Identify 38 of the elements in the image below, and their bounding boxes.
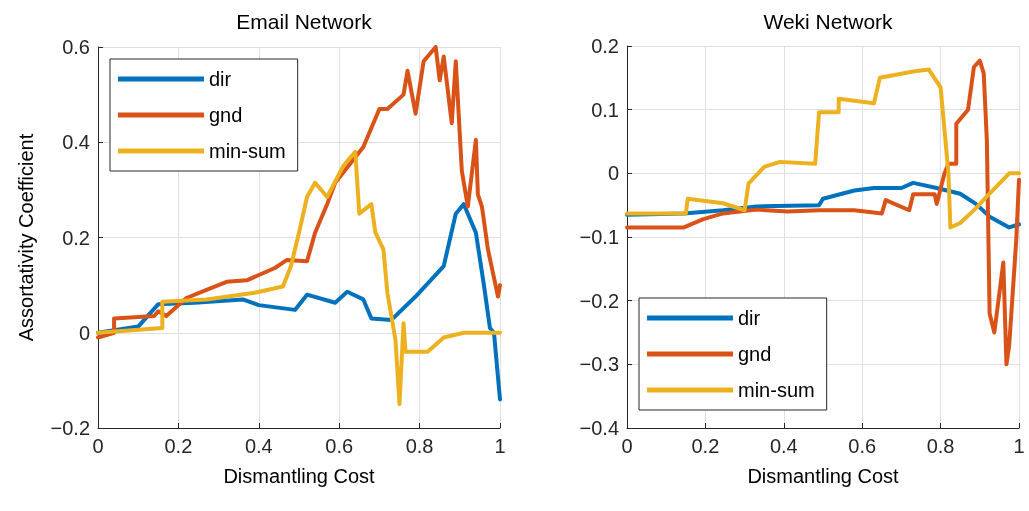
x-tick-label: 0 xyxy=(92,435,104,457)
y-tick-label: 0 xyxy=(607,162,619,185)
legend-label: gnd xyxy=(738,343,772,365)
line-series xyxy=(96,202,502,402)
legend-label: dir xyxy=(738,307,761,329)
y-tick-label: −0.2 xyxy=(579,289,619,312)
x-tick-label: 0.6 xyxy=(325,435,354,457)
x-tick-label: 0.6 xyxy=(848,435,877,457)
y-axis-title: Assortativity Coefficient xyxy=(15,133,37,342)
y-tick-label: 0.1 xyxy=(591,98,619,121)
x-tick-label: 0.2 xyxy=(164,435,193,457)
x-tick-label: 0.2 xyxy=(691,435,720,457)
y-tick-label: 0.2 xyxy=(591,35,619,57)
legend-label: dir xyxy=(209,68,232,90)
line-series xyxy=(625,58,1021,367)
x-axis-title: Dismantling Cost xyxy=(223,465,376,487)
x-tick-label: 0.4 xyxy=(244,435,273,457)
y-tick-label: 0.6 xyxy=(62,36,90,58)
chart-title: Email Network xyxy=(236,10,373,33)
y-tick-label: −0.2 xyxy=(50,417,90,439)
legend-label: min-sum xyxy=(209,140,286,162)
y-tick-label: 0.4 xyxy=(62,131,90,154)
y-tick-label: −0.3 xyxy=(579,353,619,376)
x-axis-title: Dismantling Cost xyxy=(747,465,900,487)
x-tick-label: 1 xyxy=(494,435,506,457)
y-tick-label: 0 xyxy=(78,321,90,344)
y-tick-label: −0.4 xyxy=(579,417,619,439)
x-tick-label: 1 xyxy=(1013,435,1025,457)
x-tick-label: 0.8 xyxy=(926,435,955,457)
line-series xyxy=(625,67,1021,230)
x-tick-label: 0.4 xyxy=(769,435,798,457)
y-tick-label: 0.2 xyxy=(62,226,90,249)
legend-label: gnd xyxy=(209,104,243,126)
chart-title: Weki Network xyxy=(763,10,894,33)
legend-label: min-sum xyxy=(738,379,815,401)
x-tick-label: 0 xyxy=(621,435,633,457)
x-tick-label: 0.8 xyxy=(405,435,434,457)
y-tick-label: −0.1 xyxy=(579,226,619,248)
